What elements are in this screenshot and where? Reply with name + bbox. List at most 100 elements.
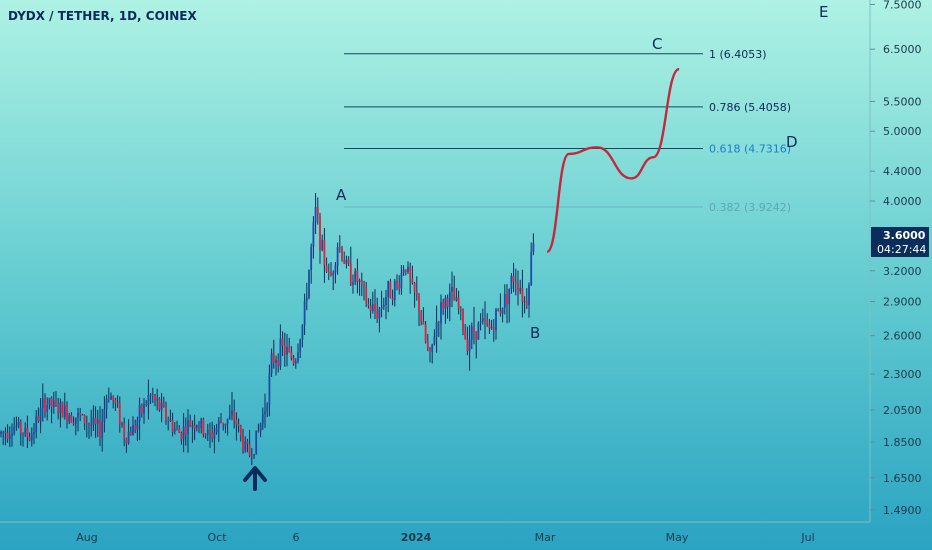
candle-body	[195, 425, 198, 429]
candle-body	[437, 322, 440, 324]
candle-body	[48, 397, 51, 406]
candle-body	[132, 424, 134, 436]
candle-body	[50, 397, 53, 407]
candle-body	[200, 419, 203, 428]
candle-body	[165, 406, 167, 420]
candle-body	[470, 326, 473, 340]
candle-body	[367, 303, 370, 306]
candle-body	[145, 404, 148, 406]
candle-body	[488, 324, 491, 329]
candlestick-series	[0, 193, 535, 466]
candle-body	[446, 297, 449, 308]
candle-body	[283, 345, 286, 355]
time-tick-label: Mar	[535, 531, 556, 544]
candle-body	[44, 398, 46, 412]
candle-body	[22, 433, 24, 435]
candle-body	[290, 351, 293, 359]
candle-body	[173, 428, 176, 432]
candle-body	[123, 423, 126, 439]
candle-body	[270, 353, 273, 374]
time-tick-label: Jul	[800, 531, 814, 544]
candle-body	[261, 413, 264, 424]
candle-body	[138, 405, 141, 421]
candle-body	[26, 427, 29, 438]
candle-body	[332, 272, 335, 276]
candle-body	[301, 325, 304, 340]
price-axis: 7.5000 6.5000 5.5000 5.0000 4.4000 4.0000 3.20…	[870, 0, 922, 517]
candle-body	[220, 420, 222, 423]
candle-body	[259, 423, 262, 432]
candle-body	[96, 419, 99, 424]
candle-body	[110, 396, 112, 400]
price-tick-label: 5.5000	[883, 95, 922, 108]
candle-body	[338, 246, 341, 248]
candle-body	[85, 423, 88, 425]
candle-body	[396, 280, 398, 285]
candle-body	[288, 346, 291, 352]
candle-body	[343, 259, 346, 264]
candle-body	[193, 425, 196, 429]
candle-body	[413, 282, 416, 292]
candle-body	[11, 433, 13, 436]
wave-label-b: B	[530, 324, 540, 342]
candle-body	[393, 280, 396, 300]
candle-body	[286, 346, 288, 355]
candle-body	[363, 283, 365, 288]
wave-label-a: A	[336, 186, 347, 204]
candle-body	[224, 424, 227, 426]
time-axis: Aug Oct 6 2024 Mar May Jul	[76, 531, 814, 544]
candle-body	[330, 271, 332, 276]
candle-body	[444, 297, 447, 309]
candle-body	[41, 398, 44, 409]
candle-body	[510, 275, 513, 289]
candle-body	[422, 321, 425, 325]
candle-body	[420, 312, 423, 322]
candle-body	[209, 429, 211, 433]
chart-title: DYDX / TETHER, 1D, COINEX	[8, 9, 197, 23]
candle-body	[158, 398, 161, 410]
candle-body	[140, 405, 143, 414]
projection-curve	[545, 67, 680, 254]
candle-body	[244, 441, 247, 451]
candle-body	[178, 429, 181, 433]
candle-body	[378, 308, 381, 319]
candle-body	[46, 405, 49, 412]
candle-body	[134, 424, 137, 430]
candle-body	[248, 443, 251, 456]
candle-body	[440, 301, 442, 324]
candle-body	[19, 421, 22, 434]
candle-body	[272, 353, 275, 363]
fib-level-label: 0.618 (4.7316)	[709, 142, 791, 155]
candle-body	[52, 400, 55, 407]
time-tick-label: Aug	[76, 531, 97, 544]
candle-body	[358, 280, 361, 282]
candle-body	[479, 321, 482, 323]
candle-body	[242, 435, 244, 451]
candle-body	[255, 430, 258, 455]
candle-body	[486, 320, 489, 325]
candle-body	[473, 326, 475, 332]
candle-body	[407, 266, 409, 272]
candle-body	[459, 308, 462, 310]
candle-body	[13, 426, 16, 434]
candle-body	[492, 327, 495, 331]
candle-body	[211, 432, 214, 439]
candle-body	[352, 282, 354, 285]
price-tick-label: 1.6500	[883, 472, 922, 485]
candle-body	[99, 419, 101, 439]
candle-body	[114, 400, 117, 403]
candle-body	[497, 309, 500, 311]
candle-body	[433, 336, 436, 345]
candle-body	[129, 431, 132, 436]
candle-body	[277, 359, 280, 366]
candle-body	[398, 284, 401, 289]
candle-body	[371, 304, 374, 312]
candle-body	[462, 309, 464, 331]
price-tick-label: 2.6000	[883, 330, 922, 343]
candle-body	[481, 318, 484, 322]
candle-body	[525, 301, 528, 306]
wave-label-d: D	[786, 133, 798, 151]
countdown-timer: 04:27:44	[877, 243, 926, 256]
